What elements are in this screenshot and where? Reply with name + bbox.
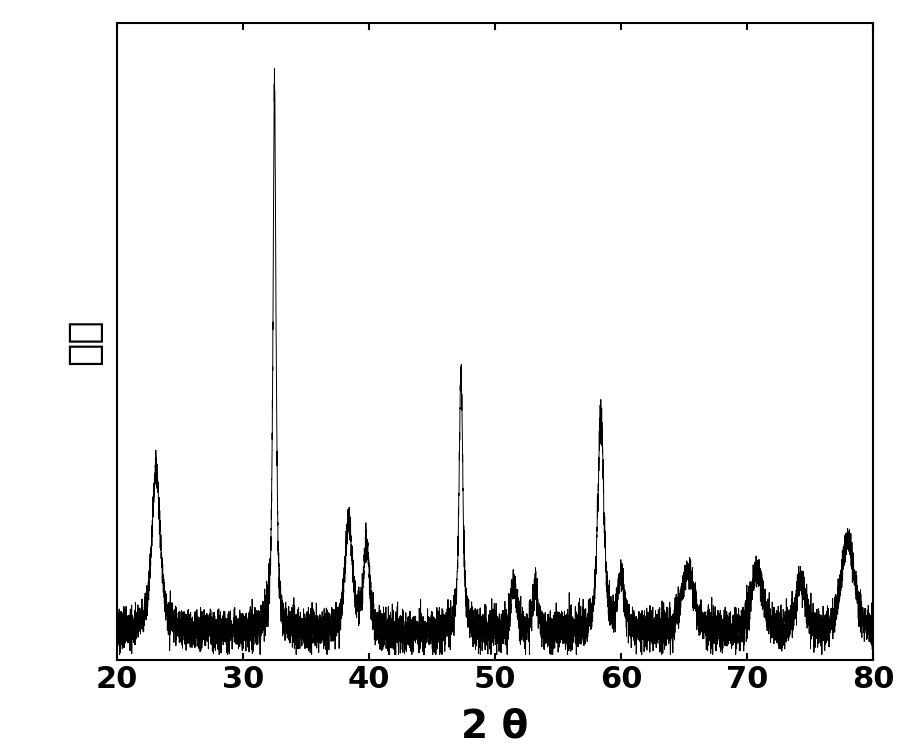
- Y-axis label: 强度: 强度: [65, 318, 104, 364]
- X-axis label: 2 θ: 2 θ: [462, 708, 528, 746]
